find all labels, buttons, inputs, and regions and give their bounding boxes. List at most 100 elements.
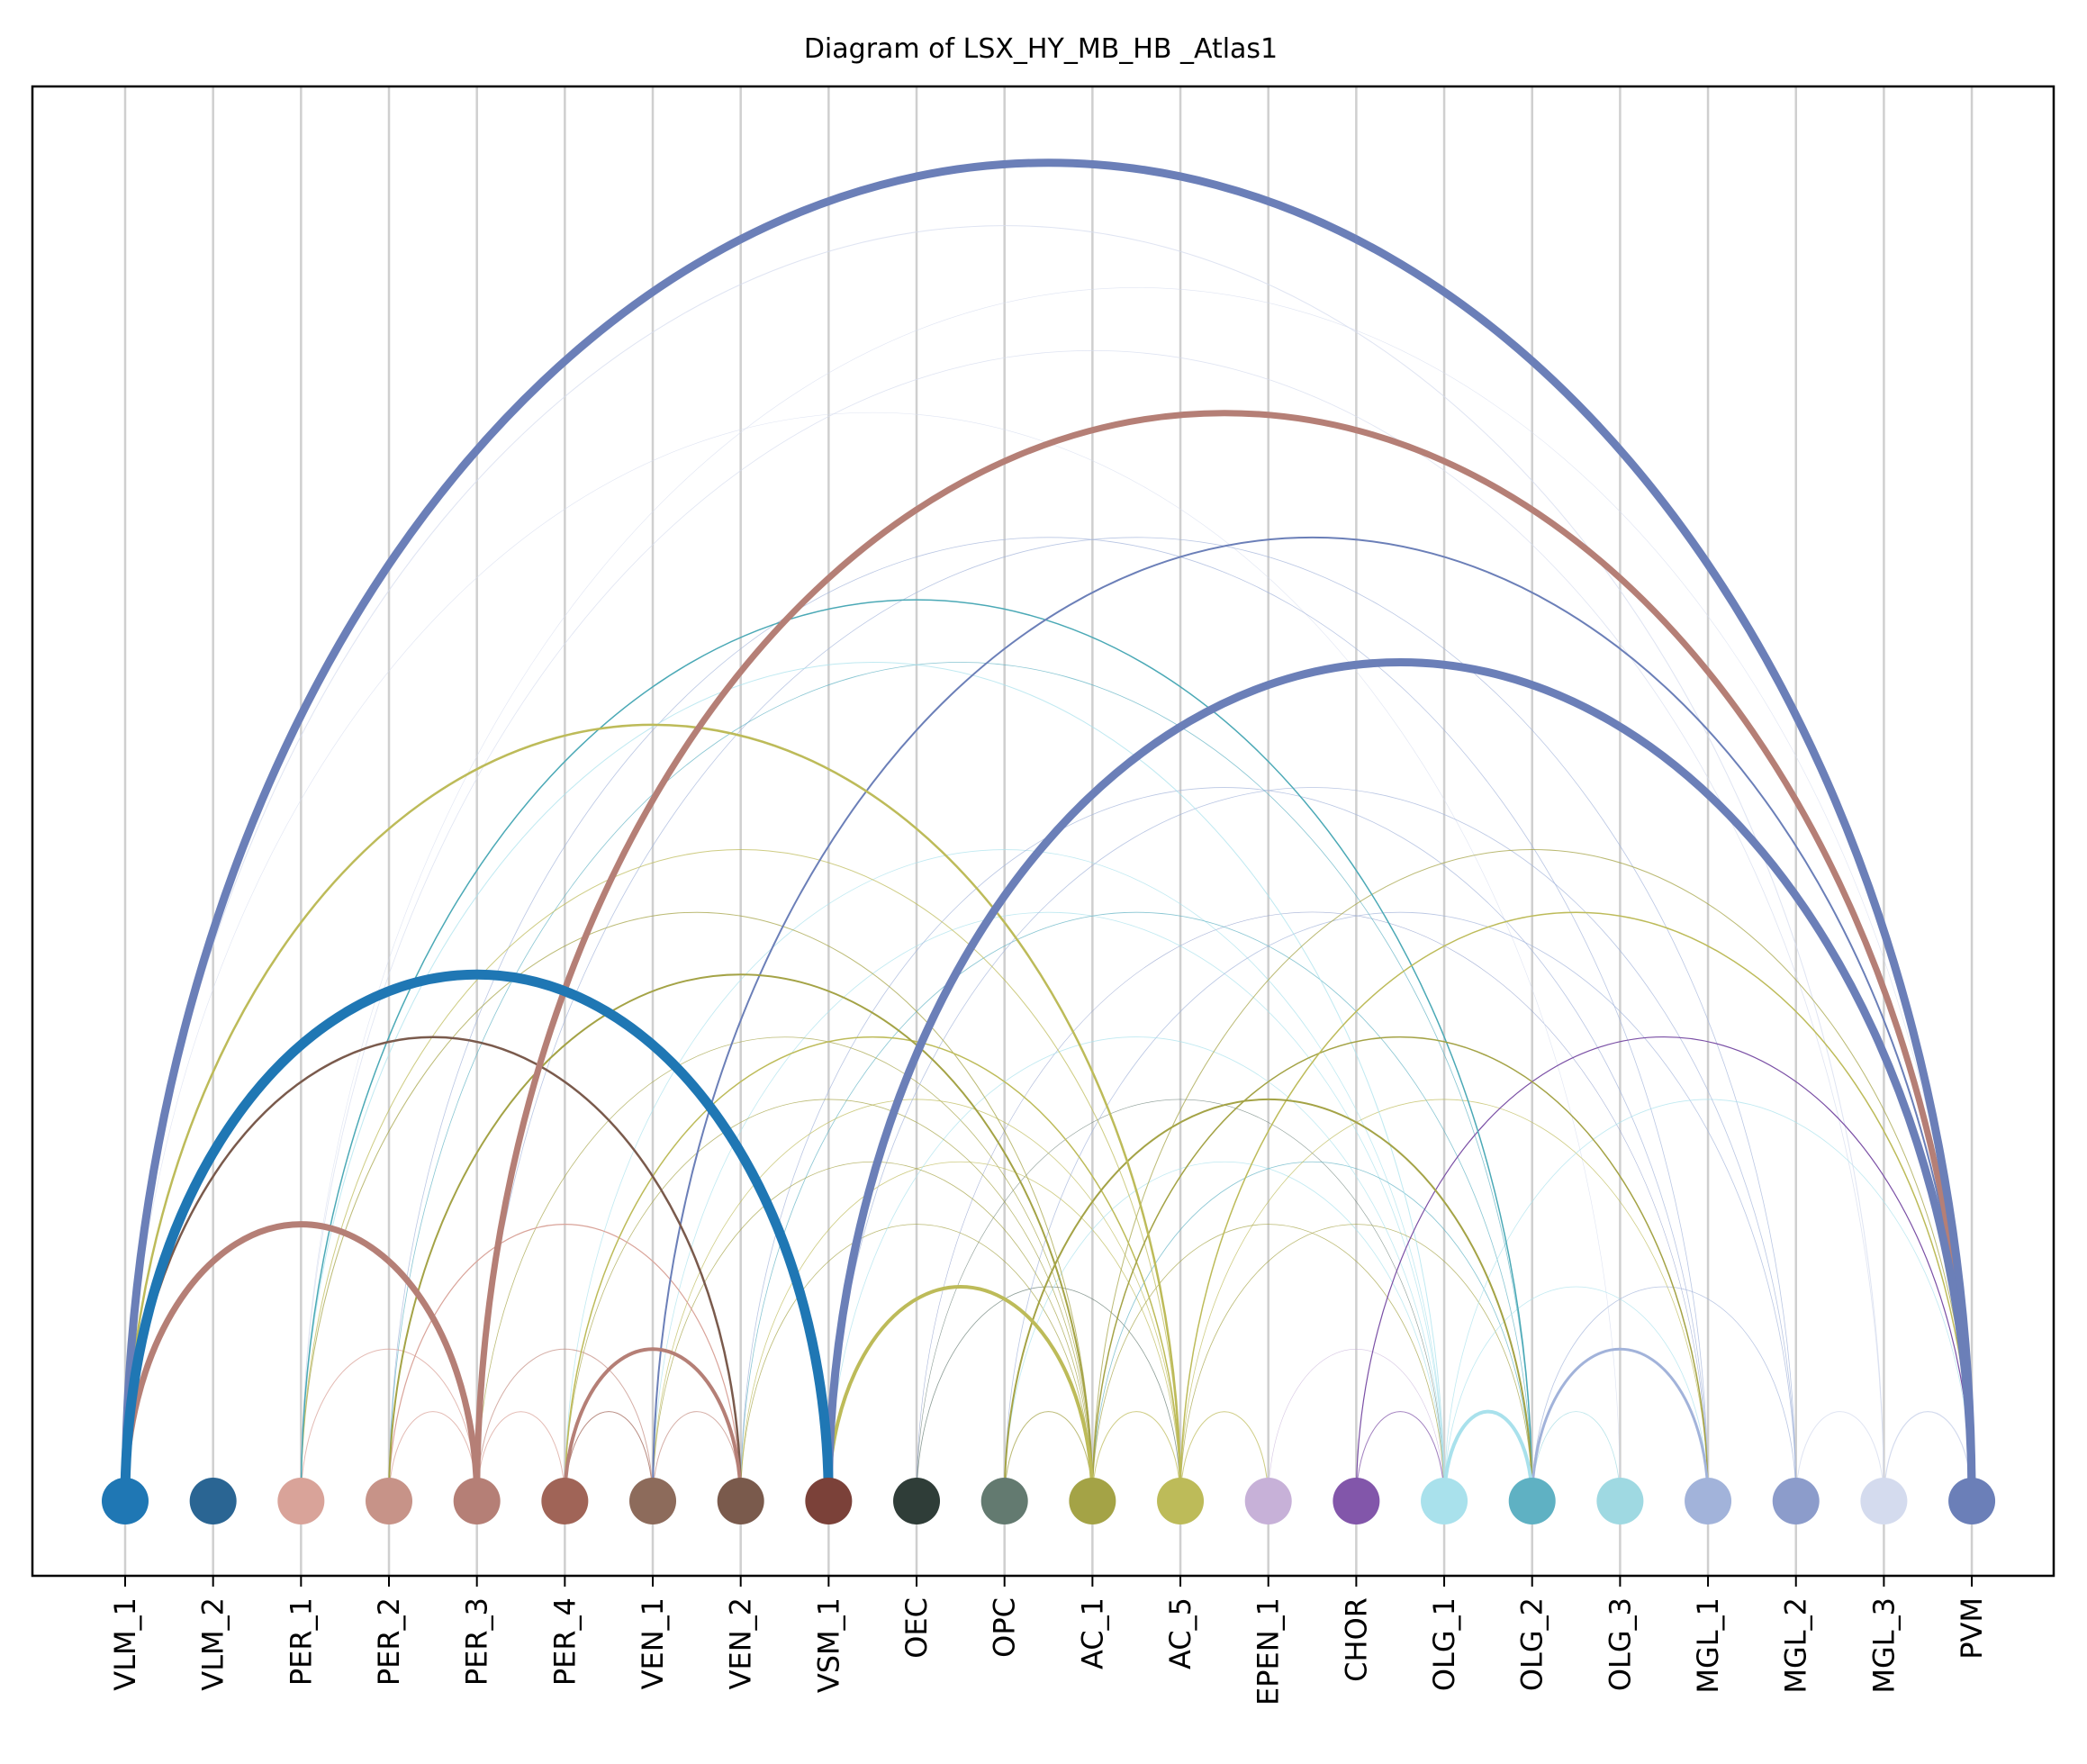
arc-olg_1-pvm [1443, 1099, 1973, 1502]
arc-per_2-olg_2 [388, 662, 1533, 1502]
node-label-mgl_2: MGL_2 [1779, 1597, 1813, 1694]
node-ac_5 [1157, 1478, 1205, 1524]
arc-opc-olg_1 [1004, 1161, 1445, 1502]
node-label-per_4: PER_4 [547, 1597, 582, 1686]
node-label-pvm: PVM [1955, 1597, 1989, 1660]
node-label-oec: OEC [899, 1597, 934, 1659]
arc-per_4-ven_2 [563, 1347, 743, 1502]
arc-olg_1-mgl_1 [1443, 1286, 1709, 1502]
node-label-olg_1: OLG_1 [1427, 1597, 1461, 1691]
node-label-olg_2: OLG_2 [1515, 1597, 1549, 1691]
node-per_2 [366, 1478, 413, 1524]
arc-oec-olg_1 [916, 1099, 1445, 1502]
arc-ac_5-epen_1 [1179, 1411, 1269, 1502]
node-label-olg_3: OLG_3 [1603, 1597, 1637, 1691]
node-ven_1 [629, 1478, 677, 1524]
arc-per_1-per_3 [300, 1348, 478, 1502]
arc-vlm_1-vsm_1 [120, 969, 834, 1502]
node-label-ac_5: AC_5 [1163, 1597, 1197, 1669]
node-label-epen_1: EPEN_1 [1251, 1597, 1286, 1705]
arc-per_3-mgl_2 [476, 537, 1797, 1502]
arc-ac_5-olg_2 [1179, 1224, 1533, 1502]
node-chor [1333, 1478, 1380, 1524]
arc-mgl_3-pvm [1883, 1411, 1973, 1502]
arc-chor-pvm [1355, 1036, 1973, 1502]
arc-opc-ac_1 [1004, 1411, 1093, 1502]
arc-per_2-ven_2 [388, 1224, 742, 1502]
node-label-opc: OPC [988, 1597, 1022, 1658]
arc-olg_1-olg_2 [1442, 1409, 1534, 1502]
arc-ac_1-olg_1 [1091, 1224, 1445, 1502]
arc-ven_1-pvm [652, 536, 1974, 1502]
arc-ac_1-olg_2 [1091, 1161, 1533, 1502]
node-olg_3 [1596, 1478, 1644, 1524]
arc-per_4-olg_1 [564, 849, 1445, 1502]
node-label-chor: CHOR [1339, 1597, 1373, 1682]
arc-per_2-ac_1 [388, 973, 1094, 1502]
arc-epen_1-olg_1 [1268, 1349, 1445, 1502]
node-label-per_2: PER_2 [372, 1597, 406, 1686]
node-vlm_1 [102, 1478, 149, 1524]
arc-per_3-pvm [474, 409, 1975, 1502]
arc-vsm_1-ac_1 [827, 1285, 1095, 1502]
node-label-ven_1: VEN_1 [636, 1597, 670, 1689]
arc-per_3-ven_1 [476, 1348, 654, 1502]
arc-olg_2-mgl_1 [1531, 1347, 1710, 1502]
node-label-ac_1: AC_1 [1075, 1597, 1109, 1669]
node-ven_2 [717, 1478, 764, 1524]
node-per_4 [541, 1478, 589, 1524]
node-vlm_2 [189, 1478, 237, 1524]
arc-ac_5-mgl_1 [1179, 1099, 1709, 1502]
arc-olg_2-mgl_2 [1531, 1286, 1797, 1502]
arc-ven_1-olg_1 [652, 911, 1445, 1502]
node-opc [980, 1478, 1028, 1524]
node-ac_1 [1069, 1478, 1116, 1524]
node-label-per_3: PER_3 [460, 1597, 494, 1686]
node-mgl_2 [1772, 1478, 1820, 1524]
plot-frame [31, 85, 2055, 1578]
node-vsm_1 [805, 1478, 853, 1524]
arc-ac_5-pvm [1179, 911, 1973, 1502]
arc-per_2-mgl_1 [388, 537, 1709, 1502]
node-pvm [1948, 1478, 1996, 1524]
arc-per_4-ac_1 [564, 1099, 1093, 1502]
arc-vsm_1-mgl_2 [827, 786, 1797, 1502]
node-olg_1 [1421, 1478, 1468, 1524]
arc-per_4-ac_5 [564, 1036, 1181, 1502]
arc-per_3-ac_1 [476, 1036, 1093, 1502]
x-axis-ticks [124, 1576, 1974, 1587]
node-label-ven_2: VEN_2 [724, 1597, 758, 1689]
arc-ac_1-pvm [1091, 849, 1973, 1502]
node-per_1 [277, 1478, 325, 1524]
chart-title: Diagram of LSX_HY_MB_HB _Atlas1 [804, 33, 1278, 65]
arc-opc-olg_2 [1003, 1098, 1533, 1502]
node-label-mgl_1: MGL_1 [1691, 1597, 1725, 1694]
node-mgl_1 [1685, 1478, 1732, 1524]
arc-chor-olg_1 [1355, 1411, 1445, 1502]
arc-per_3-per_4 [476, 1411, 565, 1502]
arc-ven_2-olg_2 [740, 911, 1533, 1502]
arc-vlm_1-ac_5 [123, 723, 1182, 1502]
arc-ven_2-mgl_1 [740, 786, 1709, 1502]
arc-vsm_1-pvm [824, 658, 1976, 1502]
arc-vlm_1-mgl_3 [124, 224, 1884, 1502]
arc-mgl_2-mgl_3 [1795, 1411, 1884, 1502]
node-markers [102, 1478, 1996, 1524]
arc-per_1-pvm [301, 287, 1973, 1502]
arc-oec-mgl_1 [916, 911, 1709, 1502]
x-axis-labels: VLM_1 VLM_2 PER_1 PER_2 PER_3 PER_4 VEN_1 VEN_2… [108, 1597, 1989, 1705]
node-olg_2 [1508, 1478, 1556, 1524]
arc-per_1-olg_2 [300, 599, 1533, 1502]
arc-opc-mgl_2 [1004, 911, 1797, 1502]
node-oec [893, 1478, 941, 1524]
arc-ac_1-ac_5 [1091, 1411, 1181, 1502]
arc-olg_2-olg_3 [1531, 1411, 1621, 1502]
node-epen_1 [1244, 1478, 1292, 1524]
arc-vsm_1-olg_1 [827, 1036, 1445, 1502]
node-label-per_1: PER_1 [284, 1597, 318, 1686]
arc-vlm_1-ven_2 [123, 1036, 742, 1502]
arc-ven_1-ac_5 [652, 1099, 1181, 1502]
node-gridlines [123, 86, 1974, 1576]
arc-oec-ac_5 [916, 1286, 1181, 1502]
node-label-vsm_1: VSM_1 [811, 1597, 845, 1693]
